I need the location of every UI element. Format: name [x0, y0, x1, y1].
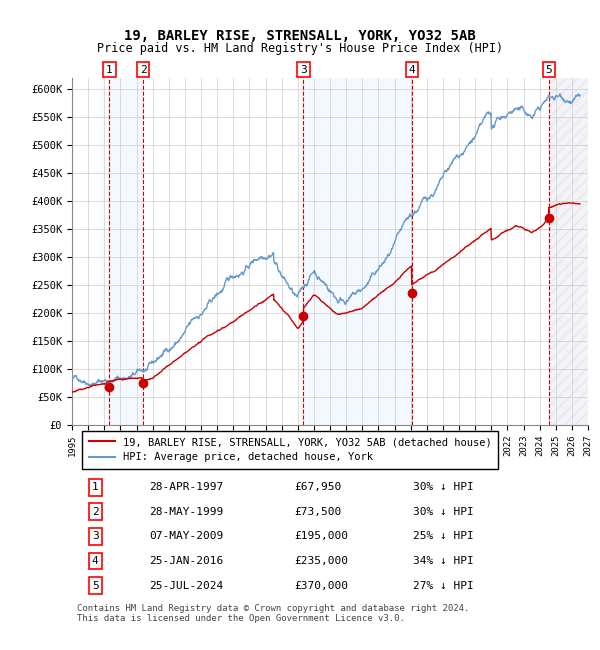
Text: 34% ↓ HPI: 34% ↓ HPI	[413, 556, 473, 566]
Text: 07-MAY-2009: 07-MAY-2009	[149, 532, 224, 541]
Text: Contains HM Land Registry data © Crown copyright and database right 2024.
This d: Contains HM Land Registry data © Crown c…	[77, 604, 470, 623]
Text: 2: 2	[92, 507, 98, 517]
Text: 25-JUL-2024: 25-JUL-2024	[149, 580, 224, 591]
Text: 2: 2	[140, 64, 146, 75]
Text: 28-MAY-1999: 28-MAY-1999	[149, 507, 224, 517]
Bar	[304, 78, 412, 424]
Text: 19, BARLEY RISE, STRENSALL, YORK, YO32 5AB: 19, BARLEY RISE, STRENSALL, YORK, YO32 5…	[124, 29, 476, 44]
Bar	[548, 78, 588, 424]
Text: 30% ↓ HPI: 30% ↓ HPI	[413, 507, 473, 517]
Text: Price paid vs. HM Land Registry's House Price Index (HPI): Price paid vs. HM Land Registry's House …	[97, 42, 503, 55]
Text: 1: 1	[92, 482, 98, 492]
Text: 1: 1	[106, 64, 113, 75]
Text: £73,500: £73,500	[294, 507, 341, 517]
Text: £370,000: £370,000	[294, 580, 348, 591]
Text: 28-APR-1997: 28-APR-1997	[149, 482, 224, 492]
Text: £195,000: £195,000	[294, 532, 348, 541]
Text: 4: 4	[409, 64, 415, 75]
Text: £235,000: £235,000	[294, 556, 348, 566]
Text: 5: 5	[545, 64, 552, 75]
Text: 25-JAN-2016: 25-JAN-2016	[149, 556, 224, 566]
Text: 4: 4	[92, 556, 98, 566]
Text: 25% ↓ HPI: 25% ↓ HPI	[413, 532, 473, 541]
Text: 30% ↓ HPI: 30% ↓ HPI	[413, 482, 473, 492]
Bar	[109, 78, 143, 424]
Text: 3: 3	[92, 532, 98, 541]
Text: 3: 3	[300, 64, 307, 75]
Text: 5: 5	[92, 580, 98, 591]
Legend: 19, BARLEY RISE, STRENSALL, YORK, YO32 5AB (detached house), HPI: Average price,: 19, BARLEY RISE, STRENSALL, YORK, YO32 5…	[82, 431, 498, 469]
Text: £67,950: £67,950	[294, 482, 341, 492]
Text: 27% ↓ HPI: 27% ↓ HPI	[413, 580, 473, 591]
